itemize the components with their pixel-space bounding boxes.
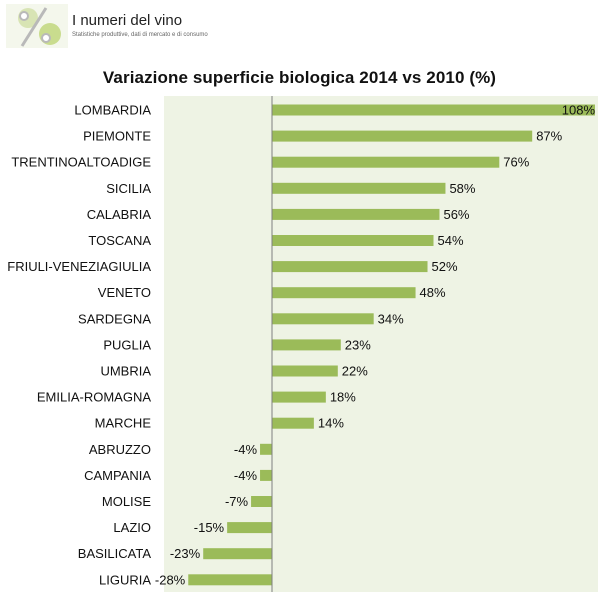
category-label: SARDEGNA bbox=[78, 311, 151, 326]
category-label: MARCHE bbox=[95, 416, 152, 431]
category-label: PIEMONTE bbox=[83, 129, 151, 144]
category-label: LOMBARDIA bbox=[74, 103, 151, 118]
bar-basilicata bbox=[203, 548, 272, 560]
data-label: 54% bbox=[438, 233, 464, 248]
bar-abruzzo bbox=[260, 443, 272, 455]
chart-title: Variazione superficie biologica 2014 vs … bbox=[102, 68, 497, 87]
wine-percent-logo-icon bbox=[6, 4, 68, 48]
data-label: 48% bbox=[420, 285, 446, 300]
data-label: 87% bbox=[536, 129, 562, 144]
bar-friuli-veneziagiulia bbox=[272, 261, 428, 273]
bar-sardegna bbox=[272, 313, 374, 325]
bar-toscana bbox=[272, 235, 434, 246]
category-label: MOLISE bbox=[102, 494, 151, 509]
bar-umbria bbox=[272, 365, 338, 377]
data-label: -23% bbox=[170, 546, 201, 561]
category-label: PUGLIA bbox=[103, 337, 151, 352]
bar-lazio bbox=[227, 522, 272, 534]
bar-marche bbox=[272, 417, 314, 429]
category-label: EMILIA-ROMAGNA bbox=[37, 390, 151, 405]
category-label: ABRUZZO bbox=[89, 442, 151, 457]
data-label: 108% bbox=[562, 103, 596, 118]
bar-sicilia bbox=[272, 182, 446, 194]
category-label: VENETO bbox=[98, 285, 151, 300]
category-label: BASILICATA bbox=[78, 546, 152, 561]
bar-calabria bbox=[272, 208, 440, 220]
category-label: UMBRIA bbox=[100, 364, 151, 379]
category-label: CAMPANIA bbox=[84, 468, 151, 483]
data-label: 52% bbox=[432, 259, 458, 274]
bar-veneto bbox=[272, 287, 416, 299]
category-label: TOSCANA bbox=[88, 233, 151, 248]
category-label: SICILIA bbox=[106, 181, 151, 196]
plot-area bbox=[164, 96, 598, 592]
data-label: 56% bbox=[443, 207, 469, 222]
bar-molise bbox=[251, 496, 272, 507]
data-label: -7% bbox=[225, 494, 249, 509]
brand-title: I numeri del vino bbox=[72, 12, 183, 29]
bar-trentinoaltoadige bbox=[272, 156, 500, 168]
category-label: FRIULI-VENEZIAGIULIA bbox=[7, 259, 151, 274]
data-label: -4% bbox=[234, 442, 258, 457]
bar-emilia-romagna bbox=[272, 391, 326, 403]
data-label: 18% bbox=[330, 390, 356, 405]
data-label: -15% bbox=[194, 520, 225, 535]
data-label: 22% bbox=[342, 364, 368, 379]
data-label: -4% bbox=[234, 468, 258, 483]
bar-puglia bbox=[272, 339, 341, 351]
brand-logo: I numeri del vino Statistiche produttive… bbox=[6, 4, 208, 48]
data-label: -28% bbox=[155, 572, 186, 587]
brand-subtitle: Statistiche produttive, dati di mercato … bbox=[72, 32, 208, 38]
bar-piemonte bbox=[272, 130, 533, 142]
data-label: 23% bbox=[345, 337, 371, 352]
category-label: TRENTINOALTOADIGE bbox=[11, 155, 151, 170]
data-label: 76% bbox=[503, 155, 529, 170]
category-label: CALABRIA bbox=[87, 207, 152, 222]
category-label: LIGURIA bbox=[99, 572, 151, 587]
bar-liguria bbox=[188, 574, 272, 586]
data-label: 34% bbox=[378, 311, 404, 326]
category-label: LAZIO bbox=[113, 520, 151, 535]
data-label: 58% bbox=[449, 181, 475, 196]
bar-campania bbox=[260, 469, 272, 481]
bar-lombardia bbox=[272, 104, 595, 116]
data-label: 14% bbox=[318, 416, 344, 431]
